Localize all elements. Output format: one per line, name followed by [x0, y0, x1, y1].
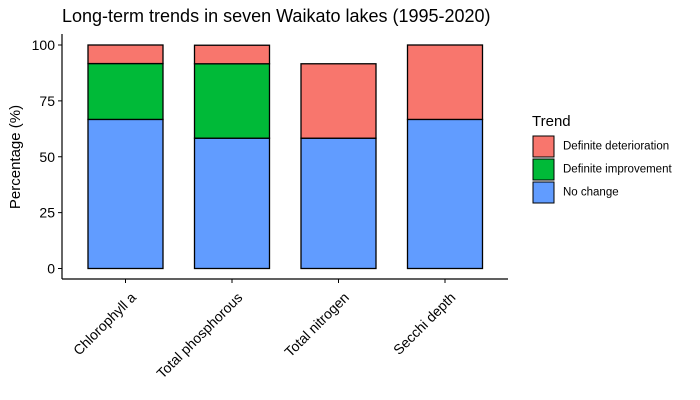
bar-total-phosphorous-definite-deterioration: [193, 44, 271, 65]
bar-chlorophyll-a-no-change: [87, 118, 164, 270]
legend-label-definite-deterioration: Definite deterioration: [563, 141, 669, 153]
bar-total-nitrogen-definite-deterioration: [300, 63, 377, 139]
bar-total-phosphorous-no-change: [193, 137, 271, 270]
legend-key-definite-deterioration: [532, 135, 555, 158]
y-tick-label-75: 75: [39, 93, 55, 109]
chart-title: Long-term trends in seven Waikato lakes …: [62, 6, 491, 26]
legend-label-no-change: No change: [563, 187, 619, 199]
x-tick-label-total-phosphorous: Total phosphorous: [153, 289, 245, 381]
y-tick-label-50: 50: [39, 149, 55, 165]
x-tick-label-chlorophyll-a: Chlorophyll a: [70, 289, 139, 358]
y-tick-label-0: 0: [47, 261, 55, 277]
legend-label-definite-improvement: Definite improvement: [563, 164, 672, 176]
bar-total-phosphorous-definite-improvement: [193, 63, 271, 139]
bar-chlorophyll-a-definite-improvement: [87, 62, 164, 121]
x-tick-label-total-nitrogen: Total nitrogen: [281, 289, 352, 360]
legend-title: Trend: [532, 113, 571, 130]
legend-key-no-change: [532, 181, 555, 204]
plot-area: [87, 44, 484, 270]
x-axis: Chlorophyll a Total phosphorous Total nitr…: [62, 278, 508, 381]
legend-key-definite-improvement: [532, 158, 555, 181]
bar-secchi-depth-no-change: [406, 118, 484, 270]
x-tick-label-secchi-depth: Secchi depth: [390, 289, 459, 358]
bar-secchi-depth-definite-deterioration: [406, 44, 484, 121]
bar-chlorophyll-a-definite-deterioration: [87, 44, 164, 65]
y-tick-label-100: 100: [32, 37, 56, 53]
legend: Trend Definite deterioration Definite imp…: [532, 113, 672, 204]
y-axis-title: Percentage (%): [7, 105, 24, 209]
y-axis: 0 25 50 75 100: [32, 34, 63, 279]
bar-total-nitrogen-no-change: [300, 137, 377, 270]
y-tick-label-25: 25: [39, 205, 55, 221]
